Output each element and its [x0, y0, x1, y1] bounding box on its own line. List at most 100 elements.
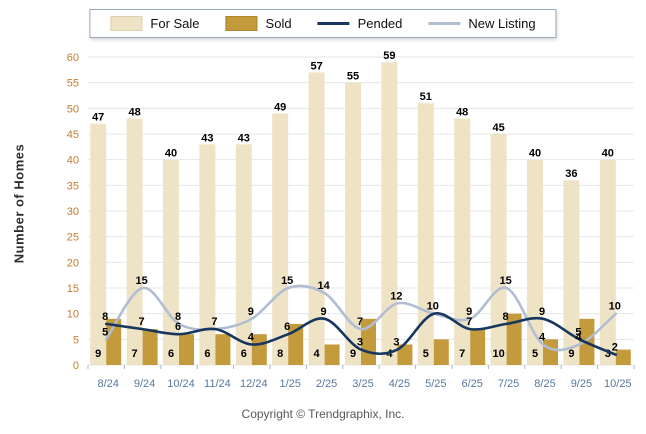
legend-swatch-for-sale: [110, 16, 143, 31]
sold-value-label: 10: [492, 348, 504, 360]
x-tick-label: 10/24: [167, 378, 195, 390]
x-tick-label: 4/25: [389, 378, 410, 390]
legend-label: Sold: [265, 16, 292, 31]
legend-swatch-new-listing: [428, 22, 461, 25]
pended-value-label: 9: [321, 306, 327, 318]
y-tick-label: 30: [67, 206, 79, 218]
for-sale-value-label: 51: [420, 91, 432, 103]
x-tick-label: 1/25: [279, 378, 300, 390]
x-tick-label: 8/25: [534, 378, 555, 390]
pended-value-label: 9: [539, 306, 545, 318]
sold-bar: [179, 334, 194, 365]
legend-label: Pended: [357, 16, 403, 31]
for-sale-value-label: 36: [565, 168, 577, 180]
sold-bar: [433, 339, 449, 365]
legend-item-sold: Sold: [225, 16, 292, 31]
for-sale-bar: [417, 103, 434, 365]
new-listing-value-label: 4: [539, 331, 546, 343]
sold-value-label: 4: [314, 348, 321, 360]
for-sale-value-label: 40: [529, 148, 541, 160]
sold-value-label: 5: [423, 348, 429, 360]
x-tick-label: 5/25: [425, 378, 446, 390]
pended-value-label: 4: [248, 331, 255, 343]
y-tick-label: 55: [67, 78, 79, 90]
sold-bar: [615, 349, 631, 365]
for-sale-bar: [199, 144, 216, 365]
sold-value-label: 8: [277, 348, 283, 360]
y-tick-label: 45: [67, 129, 79, 141]
for-sale-value-label: 48: [456, 107, 468, 119]
new-listing-value-label: 14: [317, 280, 330, 292]
for-sale-value-label: 47: [92, 112, 104, 124]
for-sale-bar: [163, 159, 179, 365]
sold-value-label: 7: [459, 348, 465, 360]
pended-value-label: 3: [393, 337, 399, 349]
new-listing-value-label: 15: [135, 275, 147, 287]
legend-swatch-sold: [225, 16, 258, 31]
pended-value-label: 7: [466, 316, 472, 328]
for-sale-value-label: 40: [165, 148, 177, 160]
new-listing-value-label: 4: [575, 331, 582, 343]
sold-bar: [215, 334, 231, 365]
x-tick-label: 11/24: [204, 378, 231, 390]
for-sale-value-label: 49: [274, 101, 286, 113]
for-sale-value-label: 45: [492, 122, 504, 134]
pended-value-label: 6: [175, 321, 181, 333]
for-sale-bar: [454, 118, 471, 365]
sold-value-label: 7: [132, 348, 138, 360]
x-tick-label: 3/25: [352, 378, 373, 390]
sold-value-label: 9: [350, 348, 356, 360]
for-sale-bar: [272, 113, 289, 365]
y-tick-label: 10: [67, 309, 79, 321]
sold-value-label: 6: [241, 348, 247, 360]
legend-swatch-pended: [317, 22, 350, 25]
pended-value-label: 6: [284, 321, 290, 333]
legend-item-new-listing: New Listing: [428, 16, 536, 31]
new-listing-value-label: 15: [281, 275, 293, 287]
for-sale-value-label: 40: [602, 148, 614, 160]
x-tick-label: 7/25: [498, 378, 519, 390]
y-tick-label: 0: [73, 360, 79, 372]
sold-bar: [251, 334, 267, 365]
for-sale-value-label: 55: [347, 71, 359, 83]
sold-value-label: 9: [95, 348, 101, 360]
sold-bar: [470, 329, 486, 365]
y-tick-label: 20: [67, 257, 79, 269]
for-sale-bar: [381, 62, 398, 366]
sold-value-label: 9: [568, 348, 574, 360]
sold-bar: [142, 329, 158, 365]
for-sale-value-label: 59: [383, 50, 395, 62]
legend-label: New Listing: [468, 16, 536, 31]
new-listing-value-label: 9: [466, 306, 472, 318]
new-listing-value-label: 7: [357, 316, 363, 328]
pended-value-label: 8: [102, 311, 108, 323]
for-sale-value-label: 43: [238, 132, 250, 144]
y-tick-label: 50: [67, 103, 79, 115]
pended-value-label: 5: [575, 326, 581, 338]
legend-item-for-sale: For Sale: [110, 16, 200, 31]
for-sale-bar: [345, 82, 361, 366]
sold-bar: [506, 313, 522, 365]
pended-value-label: 10: [427, 301, 439, 313]
sold-value-label: 4: [386, 348, 393, 360]
x-tick-label: 9/24: [134, 378, 155, 390]
for-sale-bar: [599, 159, 616, 365]
x-tick-label: 2/25: [316, 378, 337, 390]
x-tick-label: 8/24: [97, 378, 118, 390]
for-sale-bar: [490, 134, 507, 365]
chart-legend: For Sale Sold Pended New Listing: [89, 9, 557, 38]
sold-value-label: 5: [532, 348, 538, 360]
new-listing-value-label: 10: [609, 301, 621, 313]
sold-bar: [288, 323, 304, 365]
pended-value-label: 7: [211, 316, 217, 328]
for-sale-bar: [527, 159, 543, 365]
y-tick-label: 35: [67, 180, 79, 192]
new-listing-value-label: 12: [390, 290, 402, 302]
legend-label: For Sale: [150, 16, 200, 31]
sold-value-label: 6: [204, 348, 210, 360]
for-sale-bar: [90, 123, 107, 365]
for-sale-value-label: 57: [310, 60, 322, 72]
for-sale-value-label: 43: [201, 132, 213, 144]
